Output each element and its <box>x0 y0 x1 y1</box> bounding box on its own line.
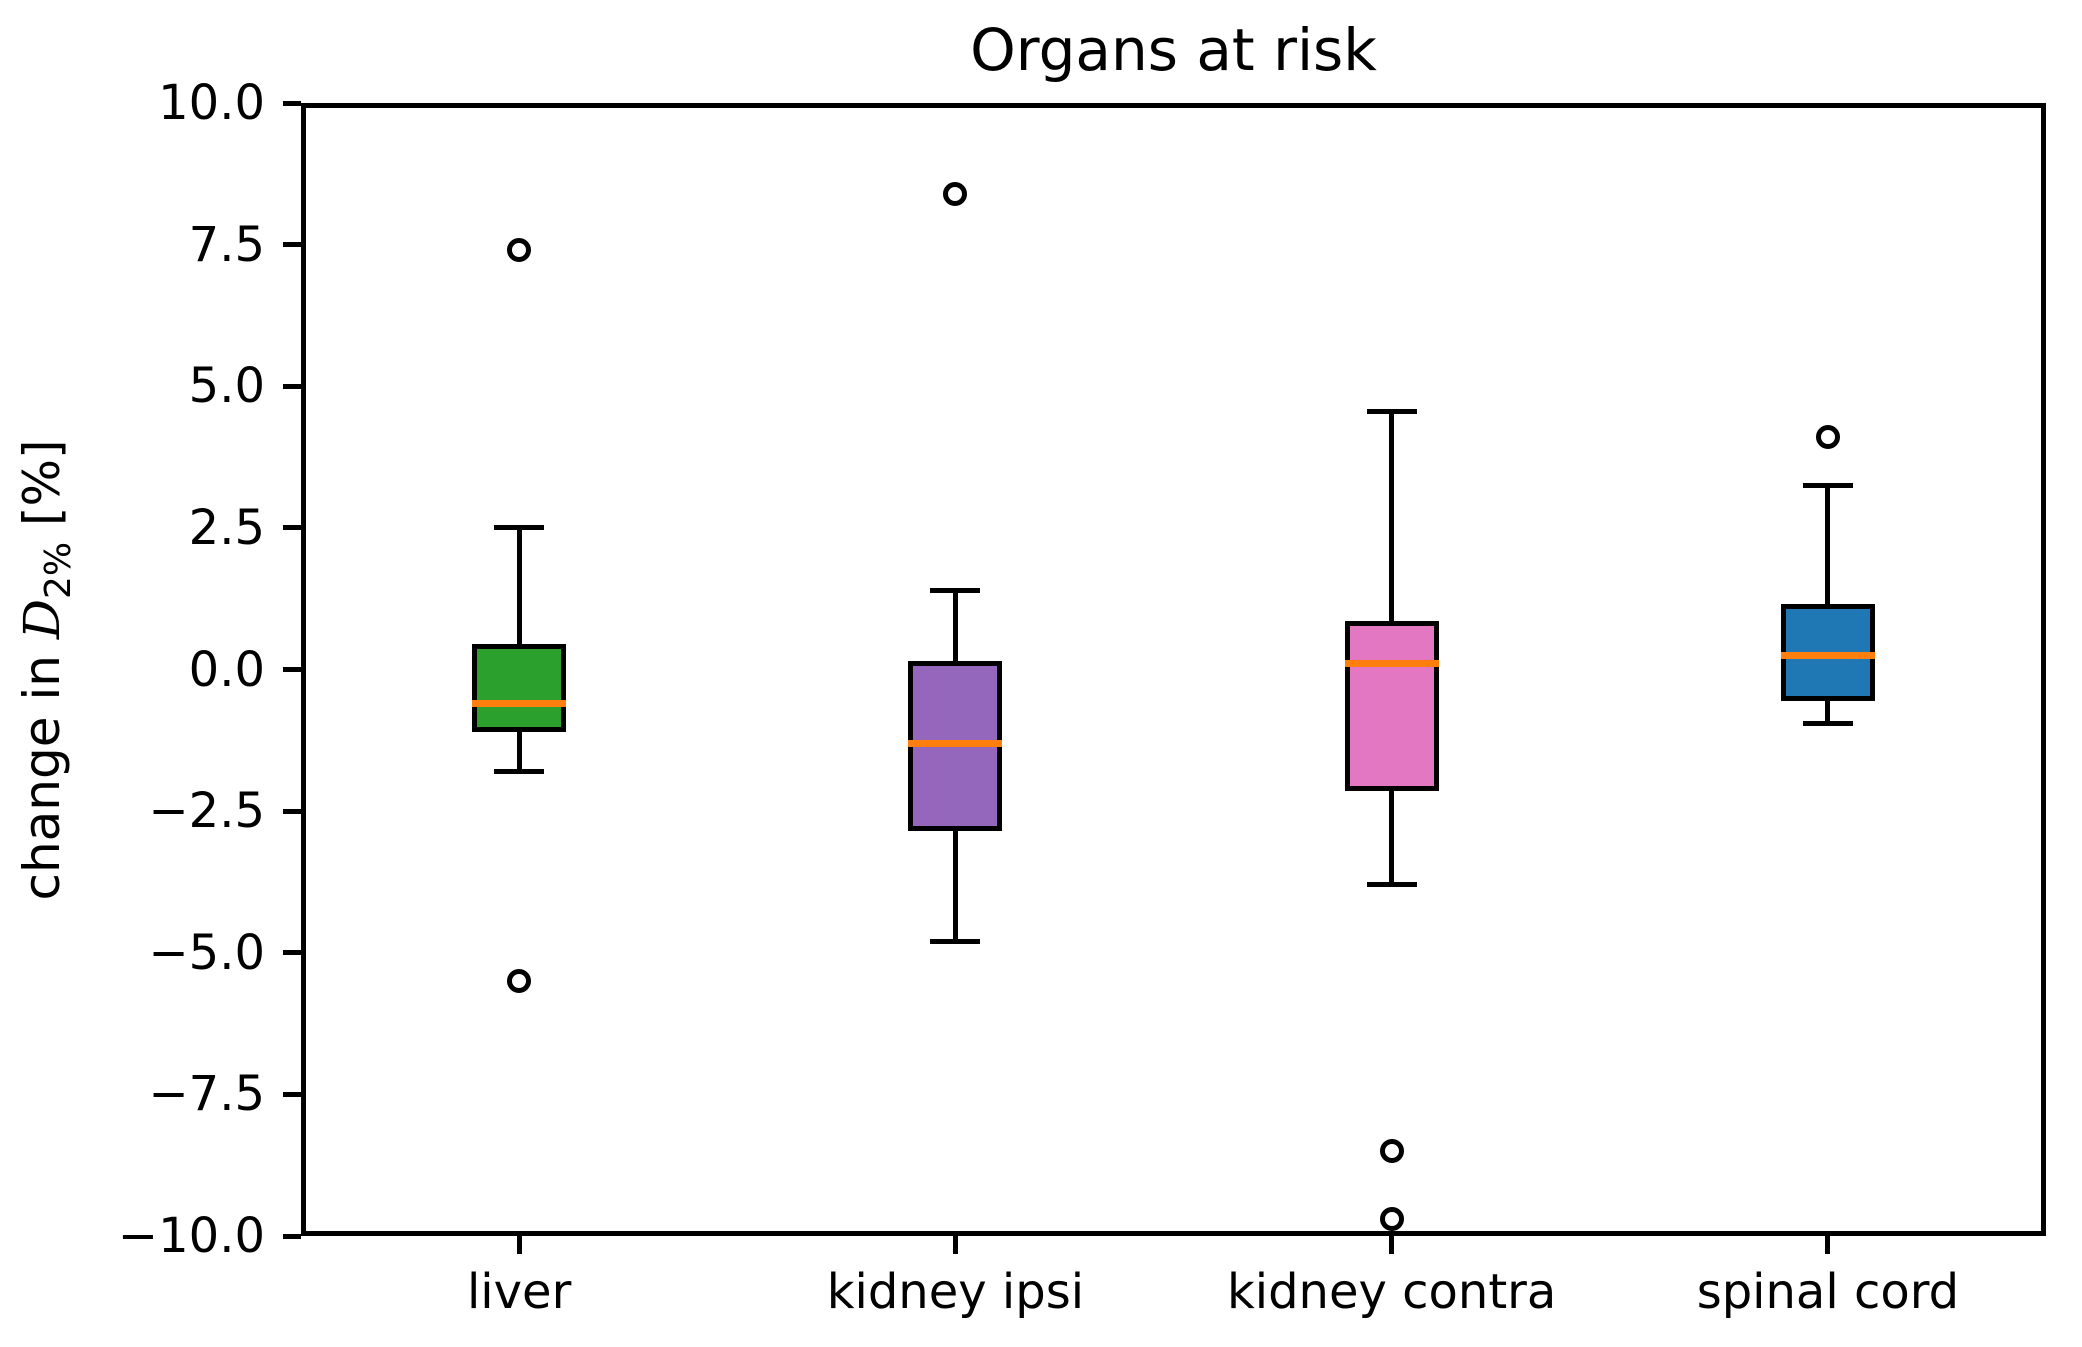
y-tick-label: 7.5 <box>188 216 265 273</box>
whisker-upper-spinal-cord <box>1825 485 1831 605</box>
whisker-cap-lower-liver <box>494 768 545 774</box>
y-tick-mark <box>283 242 301 248</box>
plot-frame <box>301 103 2046 1236</box>
whisker-lower-kidney-contra <box>1389 791 1395 885</box>
whisker-cap-upper-spinal-cord <box>1802 482 1853 488</box>
x-tick-label-spinal-cord: spinal cord <box>1696 1264 1960 1320</box>
y-tick-mark <box>283 383 301 389</box>
whisker-cap-upper-kidney-contra <box>1366 409 1417 415</box>
y-tick-mark <box>283 525 301 531</box>
median-liver <box>472 699 567 707</box>
whisker-lower-liver <box>516 731 522 772</box>
y-tick-mark <box>283 950 301 956</box>
median-kidney-contra <box>1344 660 1439 668</box>
y-tick-label: −7.5 <box>148 1066 265 1123</box>
y-tick-mark <box>283 100 301 106</box>
x-tick-mark <box>516 1236 522 1254</box>
y-tick-label: 5.0 <box>188 358 265 415</box>
y-tick-label: 0.0 <box>188 641 265 698</box>
whisker-lower-spinal-cord <box>1825 700 1831 724</box>
y-tick-label: 10.0 <box>158 75 265 131</box>
y-tick-label: −5.0 <box>148 924 265 981</box>
y-tick-label: −2.5 <box>148 783 265 840</box>
whisker-lower-kidney-ipsi <box>952 830 958 942</box>
whisker-cap-lower-spinal-cord <box>1802 720 1853 726</box>
x-tick-label-kidney-ipsi: kidney ipsi <box>826 1264 1085 1320</box>
y-tick-mark <box>283 808 301 814</box>
y-tick-mark <box>283 1091 301 1097</box>
outlier-kidney-contra <box>1379 1207 1404 1231</box>
x-tick-mark <box>952 1236 958 1254</box>
box-liver <box>472 644 567 732</box>
y-tick-mark <box>283 667 301 672</box>
outlier-kidney-contra <box>1379 1139 1404 1164</box>
y-tick-mark <box>283 1233 301 1239</box>
whisker-cap-upper-kidney-ipsi <box>930 587 981 593</box>
whisker-cap-lower-kidney-ipsi <box>930 938 981 944</box>
whisker-upper-kidney-contra <box>1389 411 1395 622</box>
x-tick-mark <box>1389 1236 1395 1254</box>
chart-title: Organs at risk <box>970 16 1377 84</box>
outlier-liver <box>507 238 532 263</box>
outlier-spinal-cord <box>1815 425 1840 450</box>
outlier-liver <box>507 969 532 994</box>
whisker-cap-lower-kidney-contra <box>1366 882 1417 888</box>
median-kidney-ipsi <box>908 739 1003 747</box>
x-tick-label-kidney-contra: kidney contra <box>1226 1264 1557 1320</box>
whisker-upper-liver <box>516 527 522 644</box>
median-spinal-cord <box>1780 651 1875 659</box>
y-tick-label: −10.0 <box>117 1208 265 1264</box>
outlier-kidney-ipsi <box>943 181 968 206</box>
y-axis-label-symbol: D <box>13 598 71 639</box>
box-kidney-contra <box>1344 621 1439 792</box>
whisker-cap-upper-liver <box>494 525 545 531</box>
x-tick-mark <box>1825 1236 1831 1254</box>
whisker-upper-kidney-ipsi <box>952 590 958 661</box>
y-tick-label: 2.5 <box>188 499 265 556</box>
x-tick-label-liver: liver <box>466 1264 572 1320</box>
